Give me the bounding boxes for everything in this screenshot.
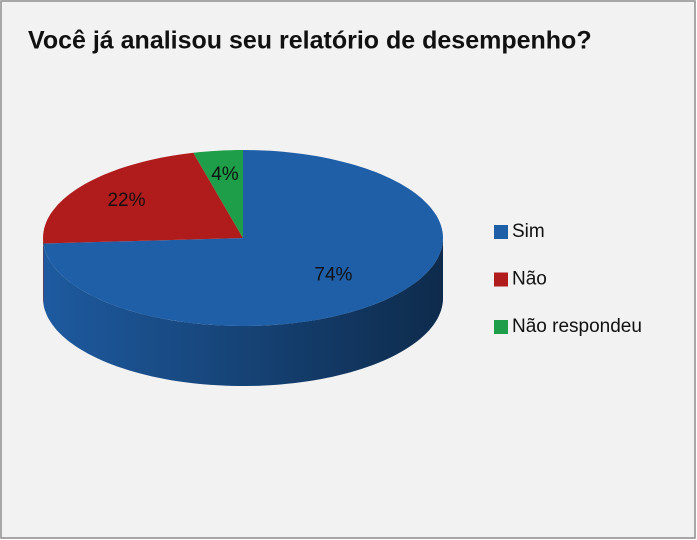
data-label: 74% bbox=[314, 264, 352, 285]
legend-swatch bbox=[494, 225, 508, 239]
legend-label: Sim bbox=[512, 221, 545, 242]
slice bbox=[43, 150, 444, 326]
data-label: 4% bbox=[211, 164, 239, 185]
legend-swatch bbox=[494, 272, 508, 287]
slice bbox=[43, 152, 243, 244]
legend-swatch bbox=[494, 320, 508, 334]
legend-label: Não respondeu bbox=[512, 316, 642, 337]
data-label: 22% bbox=[107, 190, 145, 211]
slice bbox=[193, 150, 243, 238]
legend-label: Não bbox=[512, 269, 547, 290]
slice-side-shade bbox=[43, 238, 444, 386]
chart-title: Você já analisou seu relatório de desemp… bbox=[28, 27, 592, 55]
